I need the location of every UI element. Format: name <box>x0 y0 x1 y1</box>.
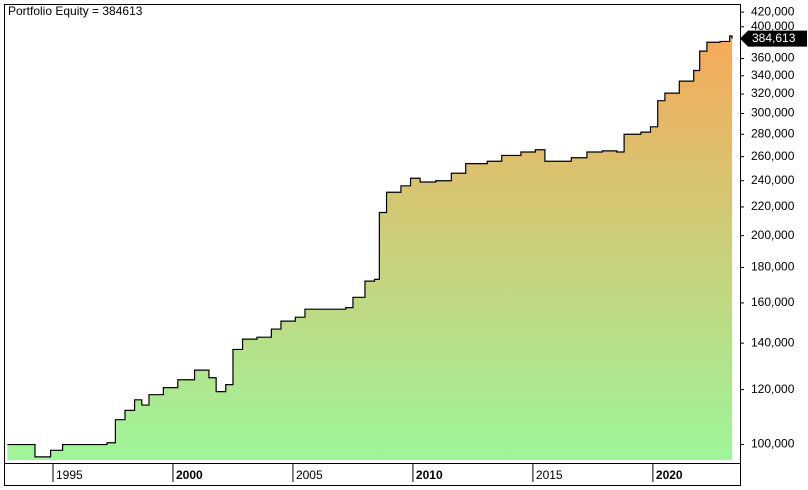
y-tick-label: 280,000 <box>751 126 795 140</box>
end-label: 384,613 <box>752 31 796 45</box>
y-tick-label: 240,000 <box>751 173 795 187</box>
y-tick-label: 100,000 <box>751 437 795 451</box>
y-tick-label: 160,000 <box>751 295 795 309</box>
y-tick-label: 400,000 <box>751 19 795 33</box>
x-tick-label: 2020 <box>656 468 683 482</box>
x-tick-label: 2000 <box>176 468 203 482</box>
equity-line <box>7 35 733 458</box>
y-tick-label: 260,000 <box>751 149 795 163</box>
y-tick-label: 120,000 <box>751 382 795 396</box>
y-tick-label: 340,000 <box>751 68 795 82</box>
x-tick-label: 2005 <box>296 468 323 482</box>
end-label-box <box>740 30 807 47</box>
y-tick-label: 320,000 <box>751 86 795 100</box>
y-tick-label: 200,000 <box>751 228 795 242</box>
y-tick-label: 360,000 <box>751 51 795 65</box>
chart-title: Portfolio Equity = 384613 <box>8 4 143 18</box>
x-tick-label: 1995 <box>56 468 83 482</box>
y-tick-label: 300,000 <box>751 106 795 120</box>
x-axis-frame <box>4 463 741 486</box>
x-tick-label: 2015 <box>536 468 563 482</box>
y-tick-label: 180,000 <box>751 260 795 274</box>
x-tick-label: 2010 <box>416 468 443 482</box>
y-tick-label: 220,000 <box>751 199 795 213</box>
y-tick-label: 420,000 <box>751 4 795 18</box>
equity-area <box>7 35 733 460</box>
y-tick-label: 140,000 <box>751 335 795 349</box>
